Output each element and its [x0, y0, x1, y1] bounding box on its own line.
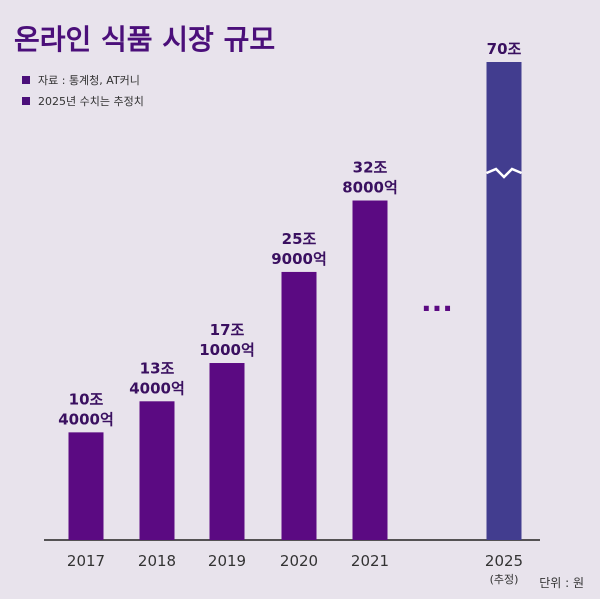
category-sublabel-2025: (추정) [490, 573, 519, 586]
value-label-2020: 9000억 [271, 250, 327, 268]
category-label-2019: 2019 [208, 552, 246, 570]
bar-2021 [352, 200, 388, 540]
bullet-square-icon [22, 76, 30, 84]
bar-2020 [281, 271, 317, 540]
value-label-2017: 4000억 [58, 410, 114, 428]
value-label-2021: 8000억 [342, 179, 398, 197]
ellipsis-gap: ··· [421, 292, 453, 325]
category-label-2025: 2025 [485, 552, 523, 570]
category-label-2020: 2020 [280, 552, 318, 570]
bar-2025 [486, 62, 522, 540]
bullet-square-icon [22, 97, 30, 105]
value-label-2025: 70조 [487, 40, 522, 58]
unit-label: 단위 : 원 [539, 576, 584, 590]
value-label-2017: 10조 [69, 390, 104, 408]
category-label-2021: 2021 [351, 552, 389, 570]
chart-title: 온라인 식품 시장 규모 [14, 23, 276, 56]
value-label-2018: 13조 [140, 359, 175, 377]
category-label-2017: 2017 [67, 552, 105, 570]
bar-2017 [68, 432, 104, 540]
source-text: 자료 : 통계청, AT커니 [38, 74, 140, 87]
category-label-2018: 2018 [138, 552, 176, 570]
value-label-2020: 25조 [282, 230, 317, 248]
bar-2018 [139, 401, 175, 540]
bar-2019 [209, 363, 245, 540]
axis-break-mark [486, 167, 522, 179]
estimate-text: 2025년 수치는 추정치 [38, 95, 144, 108]
value-label-2019: 1000억 [199, 341, 255, 359]
value-label-2018: 4000억 [129, 379, 185, 397]
source-note: 자료 : 통계청, AT커니 [22, 72, 140, 88]
estimate-note: 2025년 수치는 추정치 [22, 93, 144, 109]
value-label-2021: 32조 [353, 159, 388, 177]
value-label-2019: 17조 [210, 321, 245, 339]
